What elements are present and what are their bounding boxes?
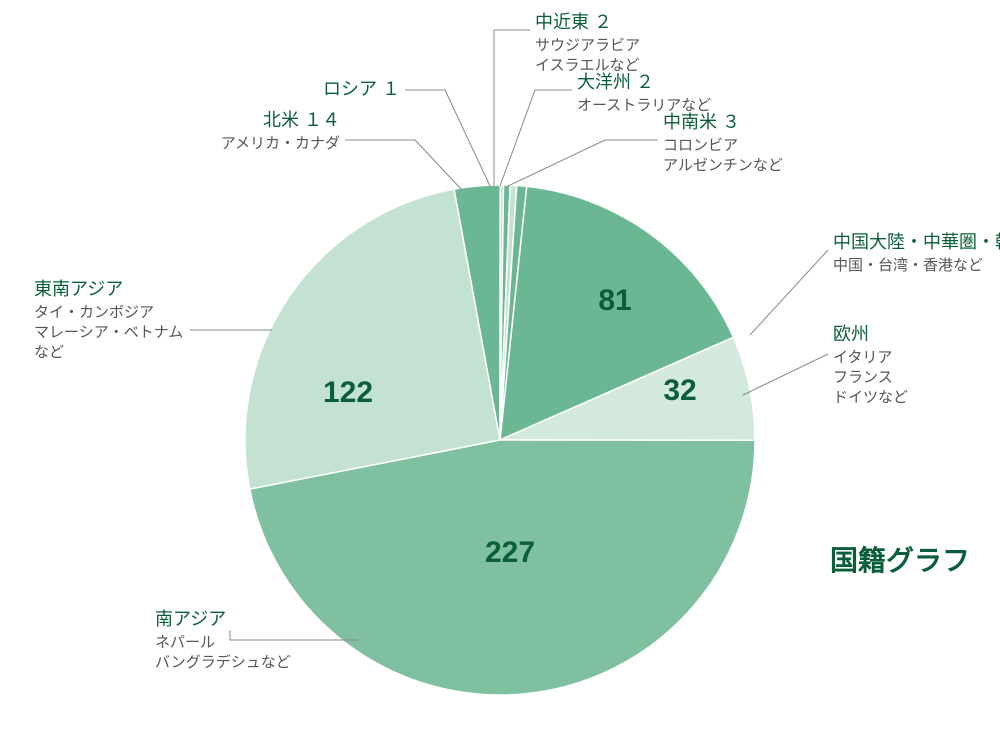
chart-title: 国籍グラフ xyxy=(830,544,970,576)
label-n_america: 北米 １４ アメリカ・カナダ xyxy=(221,110,340,152)
label-east_asia: 中国大陸・中華圏・韓国中国・台湾・香港など xyxy=(833,232,1000,274)
label-oceania: 大洋州 ２オーストラリアなど xyxy=(577,72,711,114)
label-sub-south_asia-1: バングラデシュなど xyxy=(155,653,291,671)
leader-n_america xyxy=(345,140,462,190)
label-sub-c_s_america-0: コロンビア xyxy=(663,137,738,154)
leader-europe xyxy=(743,354,828,395)
label-sub-east_asia-0: 中国・台湾・香港など xyxy=(833,257,983,274)
label-c_s_america: 中南米 ３ コロンビアアルゼンチンなど xyxy=(663,112,783,174)
label-title-n_america: 北米 １４ xyxy=(263,110,340,130)
label-sub-europe-1: フランス xyxy=(833,369,893,386)
label-mid_east: 中近東 ２サウジアラビアイスラエルなど xyxy=(535,12,640,74)
label-sub-europe-0: イタリア xyxy=(833,349,892,366)
slice-value-east_asia: 81 xyxy=(598,284,631,317)
leader-russia xyxy=(405,90,490,186)
label-russia: ロシア １ xyxy=(323,79,400,99)
label-se_asia: 東南アジアタイ・カンボジアマレーシア・ベトナムなど xyxy=(34,279,183,361)
label-title-mid_east: 中近東 ２ xyxy=(535,12,612,32)
label-title-c_s_america: 中南米 ３ xyxy=(663,112,740,132)
label-title-se_asia: 東南アジア xyxy=(34,279,123,299)
leader-east_asia xyxy=(750,250,828,335)
label-title-russia: ロシア １ xyxy=(323,79,400,99)
label-sub-europe-2: ドイツなど xyxy=(833,389,908,406)
slice-value-se_asia: 122 xyxy=(323,376,373,409)
label-sub-se_asia-2: など xyxy=(34,344,64,361)
leader-c_s_america xyxy=(508,140,658,186)
slice-value-south_asia: 227 xyxy=(485,536,535,569)
label-title-south_asia: 南アジア xyxy=(155,609,226,629)
label-title-east_asia: 中国大陸・中華圏・韓国 xyxy=(833,232,1000,252)
label-title-oceania: 大洋州 ２ xyxy=(577,72,654,92)
label-sub-south_asia-0: ネパール xyxy=(155,634,215,651)
pie-slices xyxy=(245,185,755,695)
label-title-europe: 欧州 xyxy=(833,324,869,344)
nationality-pie-chart: 8132227122 中国大陸・中華圏・韓国中国・台湾・香港など欧州イタリアフラ… xyxy=(0,0,1000,743)
leader-oceania xyxy=(500,90,572,186)
label-sub-c_s_america-1: アルゼンチンなど xyxy=(663,157,783,174)
label-sub-mid_east-0: サウジアラビア xyxy=(535,37,640,54)
label-europe: 欧州イタリアフランスドイツなど xyxy=(833,324,908,406)
label-sub-se_asia-1: マレーシア・ベトナム xyxy=(34,324,183,341)
slice-value-europe: 32 xyxy=(663,374,696,407)
leader-mid_east xyxy=(494,30,530,186)
label-sub-se_asia-0: タイ・カンボジア xyxy=(34,304,154,321)
label-sub-n_america-0: アメリカ・カナダ xyxy=(221,135,340,152)
